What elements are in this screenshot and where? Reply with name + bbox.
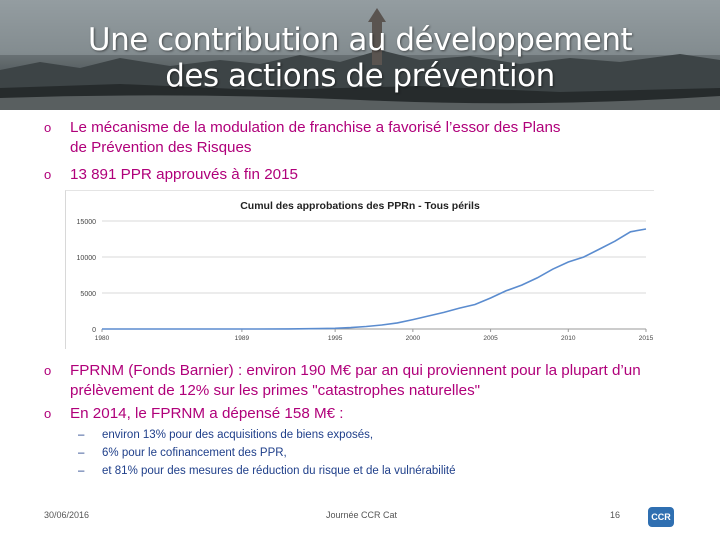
x-tick-label: 1989 <box>235 335 250 342</box>
sub-bullet-item: – et 81% pour des mesures de réduction d… <box>44 462 684 480</box>
x-tick-label: 2000 <box>406 335 421 342</box>
y-tick-label: 15000 <box>77 219 97 226</box>
y-tick-label: 0 <box>92 327 96 334</box>
sub-bullet-text: environ 13% pour des acquisitions de bie… <box>102 429 374 441</box>
sub-bullet-item: – environ 13% pour des acquisitions de b… <box>44 426 684 444</box>
bullet-marker: o <box>44 406 52 421</box>
sub-bullet-marker: – <box>78 465 85 477</box>
line-chart: Cumul des approbations des PPRn - Tous p… <box>77 200 654 342</box>
footer-page-number: 16 <box>610 510 621 520</box>
slide-title: Une contribution au développement des ac… <box>20 22 700 94</box>
sub-bullet-text: 6% pour le cofinancement des PPR, <box>102 447 287 459</box>
y-tick-label: 10000 <box>77 255 97 262</box>
y-tick-label: 5000 <box>80 291 96 298</box>
bullet-list: o Le mécanisme de la modulation de franc… <box>44 118 684 185</box>
bullet-text: prélèvement de 12% sur les primes "catas… <box>70 382 481 399</box>
bullet-marker: o <box>44 120 52 135</box>
x-tick-label: 1980 <box>95 335 110 342</box>
bullet-list-2: o FPRNM (Fonds Barnier) : environ 190 M€… <box>44 361 684 480</box>
bullet-text: de Prévention des Risques <box>70 139 252 156</box>
ccr-logo: CCR <box>648 507 674 527</box>
bullet-item: o FPRNM (Fonds Barnier) : environ 190 M€… <box>44 361 684 401</box>
x-tick-label: 1995 <box>328 335 343 342</box>
footer-date: 30/06/2016 <box>44 510 90 520</box>
slide-title-line-1: Une contribution au développement <box>87 22 633 58</box>
sub-bullet-list: – environ 13% pour des acquisitions de b… <box>44 426 684 480</box>
sub-bullet-text: et 81% pour des mesures de réduction du … <box>102 465 456 477</box>
slide-title-line-2: des actions de prévention <box>165 58 555 94</box>
sub-bullet-marker: – <box>78 447 85 459</box>
series-line <box>102 228 647 330</box>
bullet-item: o En 2014, le FPRNM a dépensé 158 M€ : <box>44 404 684 424</box>
chart-title: Cumul des approbations des PPRn - Tous p… <box>240 200 480 212</box>
bullet-marker: o <box>44 167 52 182</box>
x-tick-label: 2010 <box>561 335 576 342</box>
sub-bullet-marker: – <box>78 429 85 441</box>
bullet-marker: o <box>44 363 52 378</box>
chart-container: Cumul des approbations des PPRn - Tous p… <box>65 190 654 349</box>
footer-event: Journée CCR Cat <box>326 510 398 520</box>
bullet-text: En 2014, le FPRNM a dépensé 158 M€ : <box>70 405 344 422</box>
sub-bullet-item: – 6% pour le cofinancement des PPR, <box>44 444 684 462</box>
x-tick-label: 2005 <box>483 335 498 342</box>
landscape-image <box>0 0 720 110</box>
bullet-item: o Le mécanisme de la modulation de franc… <box>44 118 684 158</box>
bullet-text: Le mécanisme de la modulation de franchi… <box>70 119 561 136</box>
bullet-text: FPRNM (Fonds Barnier) : environ 190 M€ p… <box>70 362 641 379</box>
bullet-item: o 13 891 PPR approuvés à fin 2015 <box>44 165 684 185</box>
x-tick-label: 2015 <box>639 335 654 342</box>
bullet-text: 13 891 PPR approuvés à fin 2015 <box>70 166 298 183</box>
header-banner-photo: Une contribution au développement des ac… <box>0 0 720 110</box>
